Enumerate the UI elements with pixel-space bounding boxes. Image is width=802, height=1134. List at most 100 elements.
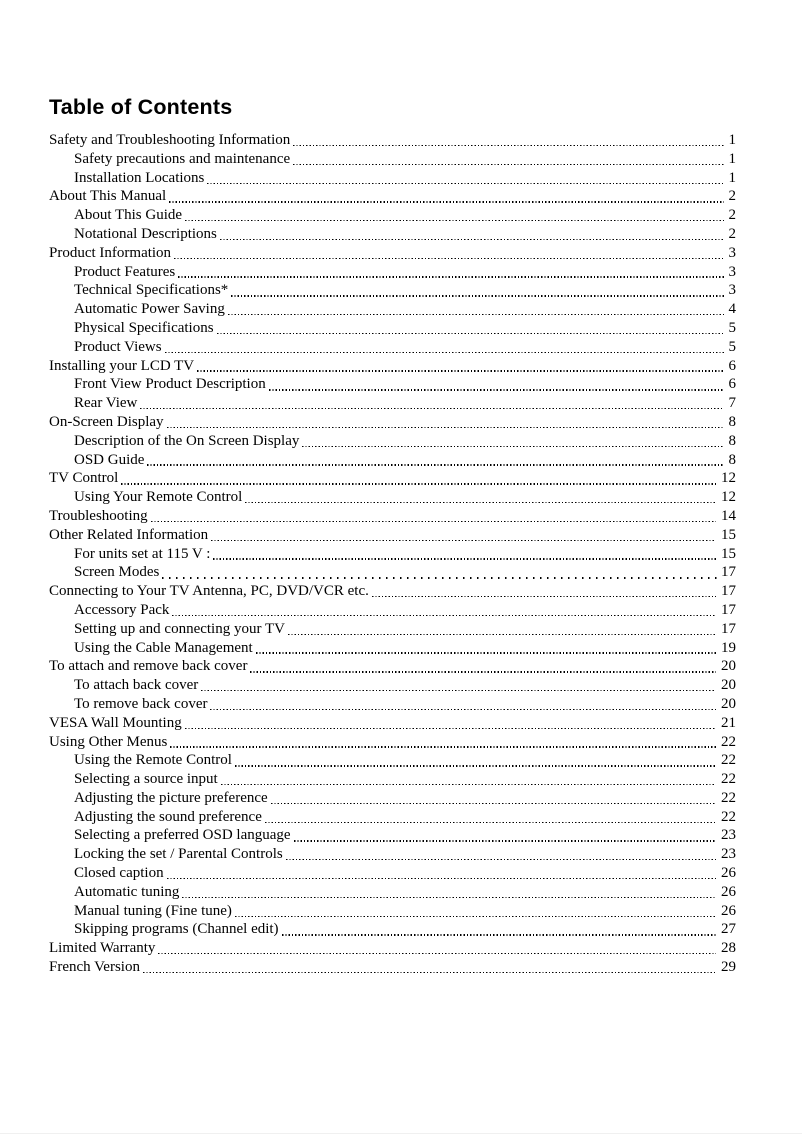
table-of-contents: Safety and Troubleshooting Information 1 S…	[49, 131, 736, 977]
toc-entry[interactable]: Description of the On Screen Display 8	[49, 432, 736, 451]
toc-leader-dots	[140, 408, 724, 410]
toc-entry[interactable]: Installing your LCD TV 6	[49, 357, 736, 376]
toc-entry-label: Troubleshooting	[49, 507, 148, 524]
toc-page-number: 8	[728, 432, 737, 449]
toc-entry[interactable]: About This Guide 2	[49, 206, 736, 225]
toc-entry[interactable]: Accessory Pack 17	[49, 601, 736, 620]
toc-entry-label: Manual tuning (Fine tune)	[74, 902, 232, 919]
toc-leader-dots	[184, 727, 716, 729]
toc-entry[interactable]: Automatic Power Saving 4	[49, 300, 736, 319]
toc-entry[interactable]: Using the Remote Control 22	[49, 751, 736, 770]
toc-entry[interactable]: Limited Warranty 28	[49, 939, 736, 958]
toc-leader-dots	[270, 802, 716, 805]
toc-entry[interactable]: Adjusting the picture preference 22	[49, 789, 736, 808]
toc-leader-dots	[147, 464, 724, 466]
toc-entry[interactable]: For units set at 115 V : 15	[49, 545, 736, 564]
toc-page-number: 23	[721, 827, 736, 844]
toc-entry[interactable]: Selecting a preferred OSD language 23	[49, 826, 736, 845]
toc-page-number: 6	[728, 357, 737, 374]
toc-entry[interactable]: Closed caption 26	[49, 864, 736, 883]
toc-entry-label: Automatic Power Saving	[74, 301, 225, 318]
toc-entry[interactable]: Using the Cable Management 19	[49, 639, 736, 658]
toc-leader-dots	[293, 163, 724, 165]
toc-page-number: 27	[721, 921, 736, 938]
toc-entry[interactable]: Product Information 3	[49, 244, 736, 263]
toc-leader-dots	[287, 633, 716, 635]
toc-page-number: 21	[721, 714, 736, 731]
toc-page-number: 2	[728, 188, 737, 205]
toc-entry-label: Automatic tuning	[74, 883, 180, 900]
toc-page-number: 2	[728, 225, 737, 242]
page-title: Table of Contents	[49, 95, 233, 120]
toc-entry[interactable]: To attach back cover 20	[49, 676, 736, 695]
toc-entry[interactable]: Safety and Troubleshooting Information 1	[49, 131, 736, 150]
toc-entry[interactable]: Front View Product Description 6	[49, 375, 736, 394]
toc-leader-dots	[197, 370, 724, 372]
toc-entry[interactable]: Selecting a source input 22	[49, 770, 736, 789]
toc-entry[interactable]: Notational Descriptions 2	[49, 225, 736, 244]
toc-entry[interactable]: Troubleshooting 14	[49, 507, 736, 526]
toc-page-number: 12	[721, 470, 736, 487]
toc-entry[interactable]: Manual tuning (Fine tune) 26	[49, 902, 736, 921]
toc-page-number: 1	[728, 132, 737, 148]
toc-entry[interactable]: French Version 29	[49, 958, 736, 977]
toc-leader-dots	[174, 257, 724, 259]
toc-entry[interactable]: About This Manual 2	[49, 187, 736, 206]
toc-entry-label: Description of the On Screen Display	[74, 432, 300, 449]
toc-entry[interactable]: Other Related Information 15	[49, 526, 736, 545]
toc-entry-label: Notational Descriptions	[74, 225, 217, 242]
toc-entry[interactable]: Safety precautions and maintenance 1	[49, 150, 736, 169]
toc-entry-label: Safety precautions and maintenance	[74, 150, 291, 167]
toc-leader-dots	[158, 953, 716, 955]
toc-page-number: 2	[728, 207, 737, 224]
toc-entry[interactable]: Technical Specifications* 3	[49, 281, 736, 300]
toc-entry[interactable]: VESA Wall Mounting 21	[49, 714, 736, 733]
toc-entry-label: Rear View	[74, 395, 138, 412]
toc-entry[interactable]: Installation Locations 1	[49, 169, 736, 188]
toc-entry[interactable]: Product Views 5	[49, 338, 736, 357]
toc-leader-dots	[185, 220, 724, 222]
toc-entry-label: Product Information	[49, 244, 172, 261]
toc-entry[interactable]: Locking the set / Parental Controls 23	[49, 845, 736, 864]
toc-page-number: 3	[728, 282, 737, 299]
toc-page-number: 8	[728, 413, 737, 430]
toc-entry[interactable]: Using Your Remote Control 12	[49, 488, 736, 507]
toc-entry[interactable]: Connecting to Your TV Antenna, PC, DVD/V…	[49, 582, 736, 601]
toc-page-number: 22	[721, 789, 736, 806]
toc-page-number: 15	[721, 526, 736, 543]
toc-entry[interactable]: OSD Guide 8	[49, 451, 736, 470]
toc-page-number: 26	[721, 865, 736, 882]
toc-page-number: 5	[728, 319, 737, 336]
toc-page-number: 23	[721, 846, 736, 863]
toc-entry[interactable]: TV Control 12	[49, 469, 736, 488]
toc-entry-label: To attach and remove back cover	[49, 658, 248, 675]
toc-leader-dots	[162, 577, 720, 579]
toc-page-number: 7	[728, 395, 737, 412]
toc-entry[interactable]: Skipping programs (Channel edit) 27	[49, 920, 736, 939]
toc-entry-label: Setting up and connecting your TV	[74, 620, 285, 637]
toc-leader-dots	[245, 502, 716, 504]
toc-page-number: 17	[721, 601, 736, 618]
toc-entry[interactable]: Product Features 3	[49, 263, 736, 282]
toc-entry[interactable]: Automatic tuning 26	[49, 883, 736, 902]
toc-leader-dots	[250, 671, 716, 673]
toc-page-number: 22	[721, 771, 736, 788]
toc-entry[interactable]: Screen Modes 17	[49, 563, 736, 582]
toc-entry-label: Using the Remote Control	[74, 752, 232, 769]
toc-leader-dots	[281, 934, 716, 936]
toc-page-number: 15	[721, 545, 736, 562]
toc-entry-label: Accessory Pack	[74, 601, 170, 618]
toc-entry[interactable]: On-Screen Display 8	[49, 413, 736, 432]
toc-entry[interactable]: To attach and remove back cover 20	[49, 657, 736, 676]
toc-entry[interactable]: Using Other Menus 22	[49, 733, 736, 752]
toc-entry-label: About This Guide	[74, 207, 183, 224]
toc-entry-label: TV Control	[49, 470, 119, 487]
toc-entry-label: About This Manual	[49, 188, 167, 205]
toc-leader-dots	[234, 765, 716, 767]
toc-page-number: 17	[721, 583, 736, 600]
toc-entry[interactable]: Adjusting the sound preference 22	[49, 808, 736, 827]
toc-entry[interactable]: Setting up and connecting your TV 17	[49, 620, 736, 639]
toc-entry[interactable]: Rear View 7	[49, 394, 736, 413]
toc-entry[interactable]: Physical Specifications 5	[49, 319, 736, 338]
toc-entry[interactable]: To remove back cover 20	[49, 695, 736, 714]
